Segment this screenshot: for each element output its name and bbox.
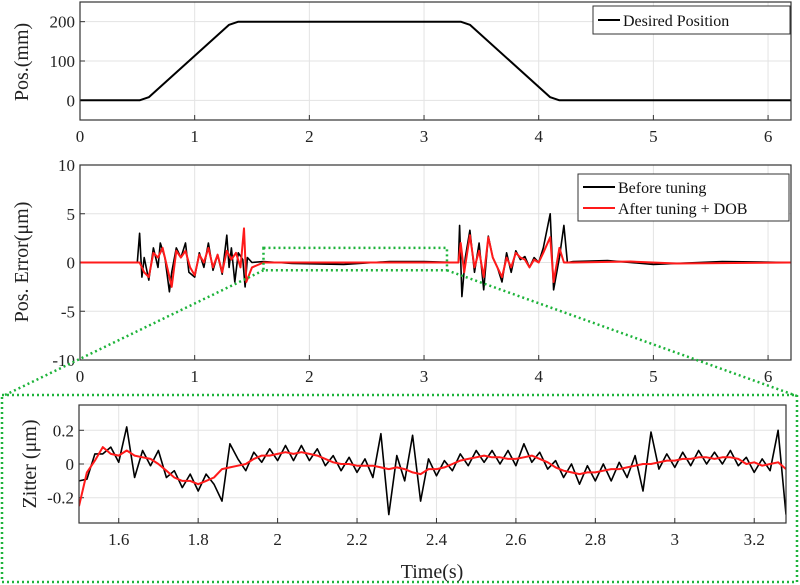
- x-tick-label: 2.2: [346, 530, 367, 549]
- zoom-region-box: [262, 246, 449, 272]
- x-tick-label: 2: [273, 530, 282, 549]
- x-tick-label: 2.6: [505, 530, 526, 549]
- legend-label-desired: Desired Position: [623, 13, 729, 30]
- legend-top: Desired Position: [592, 5, 791, 35]
- y-tick-label: -0.2: [47, 489, 74, 508]
- y-tick-label: 5: [67, 205, 76, 224]
- x-tick-label: 2.4: [426, 530, 448, 549]
- y-tick-label: -5: [61, 302, 75, 321]
- legend-label-before: Before tuning: [618, 180, 706, 197]
- y-tick-label: 200: [50, 13, 76, 32]
- x-tick-label: 1: [190, 127, 199, 146]
- zoom-indicator: [0, 246, 799, 584]
- zoom-frame: [0, 393, 799, 584]
- x-tick-label: 1.8: [188, 530, 209, 549]
- desired-position-line: [80, 20, 791, 102]
- axes-frame: [79, 1, 792, 121]
- x-tick-label: 5: [649, 367, 658, 386]
- y-tick-label: 0: [67, 254, 76, 273]
- x-tick-label: 0: [76, 127, 85, 146]
- y-tick-label: 0.2: [53, 421, 74, 440]
- zoom-connector-left: [2, 269, 265, 398]
- legend-error: Before tuning After tuning + DOB: [577, 173, 790, 222]
- x-tick-label: 4: [534, 367, 543, 386]
- x-tick-label: 3: [420, 367, 429, 386]
- zitter-zoom-plot: 1.6 1.8 2 2.2 2.4 2.6 2.8 3 3.2 -0.2 0 0.2: [47, 404, 787, 549]
- y-tick-label: 100: [50, 52, 76, 71]
- x-tick-label: 0: [76, 367, 85, 386]
- y-tick-label: 10: [58, 156, 75, 175]
- x-axis-label-time: Time(s): [401, 561, 464, 583]
- x-tick-label: 2: [305, 367, 314, 386]
- x-tick-label: 1.6: [108, 530, 129, 549]
- axes-frame: [78, 404, 787, 524]
- y-axis-label-zitter: Zitter (μm): [19, 419, 41, 508]
- x-tick-label: 2: [305, 127, 314, 146]
- x-tick-label: 3: [420, 127, 429, 146]
- after-tuning-dob-line: [80, 227, 791, 288]
- x-tick-label: 6: [764, 127, 773, 146]
- x-tick-label: 4: [534, 127, 543, 146]
- x-tick-label: 1: [190, 367, 199, 386]
- x-tick-label: 3: [671, 530, 680, 549]
- x-tick-label: 2.8: [585, 530, 606, 549]
- series-1-line: [79, 446, 786, 507]
- y-axis-label-position: Pos.(mm): [11, 23, 33, 101]
- y-tick-label: -10: [52, 351, 75, 370]
- x-tick-label: 3.2: [744, 530, 765, 549]
- legend-label-after: After tuning + DOB: [618, 201, 747, 218]
- axes-frame: [79, 164, 792, 361]
- zoom-connector-right: [446, 269, 798, 398]
- series-0-line: [79, 426, 786, 516]
- x-tick-label: 5: [649, 127, 658, 146]
- x-tick-label: 6: [764, 367, 773, 386]
- y-tick-label: 0: [67, 91, 76, 110]
- y-tick-label: 0: [66, 455, 75, 474]
- y-axis-label-error: Pos. Error(μm): [11, 202, 33, 323]
